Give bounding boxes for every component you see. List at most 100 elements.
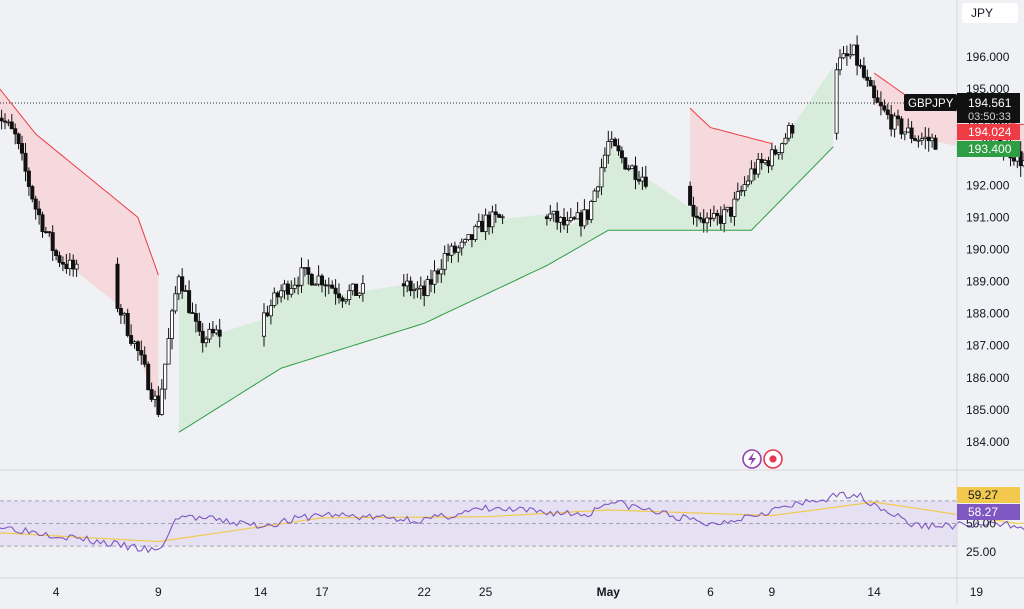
candle xyxy=(181,277,184,291)
candle xyxy=(764,161,767,163)
candle xyxy=(931,138,934,141)
candle xyxy=(358,293,361,295)
candle xyxy=(443,254,446,270)
candle xyxy=(331,285,334,288)
candle xyxy=(324,285,327,286)
candle xyxy=(869,80,872,86)
candle xyxy=(450,246,453,255)
candle xyxy=(17,134,20,144)
candle xyxy=(72,260,75,269)
record-icon[interactable] xyxy=(764,450,782,468)
candle xyxy=(603,155,606,168)
candle xyxy=(440,269,443,274)
candle xyxy=(464,240,467,243)
candle xyxy=(211,329,214,333)
candle xyxy=(637,180,640,182)
candle xyxy=(27,171,30,186)
candle xyxy=(893,116,896,129)
candle xyxy=(494,212,497,215)
rsi-tick-label: 25.00 xyxy=(966,545,996,559)
candle xyxy=(297,285,300,286)
time-tick-label: 14 xyxy=(867,585,881,599)
candle xyxy=(883,106,886,110)
price-tick-label: 184.000 xyxy=(966,435,1010,449)
candle xyxy=(733,199,736,216)
candle xyxy=(900,119,903,134)
time-tick-label: 17 xyxy=(315,585,329,599)
price-tick-label: 196.000 xyxy=(966,50,1010,64)
candle xyxy=(266,313,269,316)
candle xyxy=(433,271,436,284)
candle xyxy=(566,221,569,225)
candle xyxy=(361,284,364,294)
candle xyxy=(300,268,303,286)
lightning-icon[interactable] xyxy=(743,450,761,468)
candle xyxy=(38,209,41,215)
candle xyxy=(481,221,484,231)
candle xyxy=(147,364,150,390)
candle xyxy=(68,260,71,268)
price-tick-label: 192.000 xyxy=(966,178,1010,192)
candle xyxy=(310,274,313,285)
candle xyxy=(579,213,582,226)
candle xyxy=(317,276,320,284)
candle xyxy=(873,86,876,98)
candle xyxy=(746,181,749,185)
candle xyxy=(583,210,586,226)
candle xyxy=(913,139,916,141)
candle xyxy=(269,306,272,316)
time-tick-label: 19 xyxy=(970,585,984,599)
candle xyxy=(624,158,627,169)
candle xyxy=(597,187,600,191)
candle xyxy=(569,218,572,221)
price-tick-label: 189.000 xyxy=(966,275,1010,289)
time-axis[interactable]: 4914172225May6914192227Jun510 xyxy=(53,585,1024,599)
time-tick-label: 25 xyxy=(479,585,493,599)
candle xyxy=(706,218,709,223)
rsi-value-label: 58.27 xyxy=(968,505,998,519)
candle xyxy=(194,314,197,322)
candle xyxy=(590,201,593,219)
candle xyxy=(24,153,27,171)
candle xyxy=(777,153,780,155)
candle xyxy=(126,313,129,335)
candle xyxy=(753,169,756,174)
candle xyxy=(320,276,323,285)
candle xyxy=(205,339,208,343)
candle xyxy=(34,199,37,209)
candle xyxy=(276,293,279,297)
candle xyxy=(856,45,859,65)
candle xyxy=(123,313,126,315)
candle xyxy=(474,226,477,239)
last-price-label: 194.561 xyxy=(968,96,1012,110)
candle xyxy=(409,281,412,291)
candle xyxy=(412,290,415,291)
candle xyxy=(552,211,555,214)
candle xyxy=(729,207,732,216)
candle xyxy=(14,129,17,134)
supertrend-upper-seg-1-band xyxy=(0,83,158,410)
currency-label: JPY xyxy=(971,6,993,20)
candle xyxy=(849,55,852,56)
candle xyxy=(7,122,10,123)
candle xyxy=(501,217,504,218)
price-tick-label: 190.000 xyxy=(966,243,1010,257)
candle xyxy=(593,191,596,201)
candle xyxy=(150,390,153,400)
candle xyxy=(600,168,603,187)
candle xyxy=(576,213,579,219)
candle xyxy=(784,138,787,144)
candle xyxy=(699,218,702,220)
rsi-pane xyxy=(0,492,1024,552)
candle xyxy=(862,66,865,77)
time-tick-label: May xyxy=(597,585,621,599)
price-tick-label: 187.000 xyxy=(966,339,1010,353)
candle xyxy=(177,277,180,294)
candle xyxy=(55,251,58,256)
candle xyxy=(641,177,644,181)
candle xyxy=(770,150,773,166)
candle xyxy=(709,218,712,219)
price-tick-label: 186.000 xyxy=(966,371,1010,385)
candle xyxy=(917,140,920,141)
candle xyxy=(573,218,576,219)
